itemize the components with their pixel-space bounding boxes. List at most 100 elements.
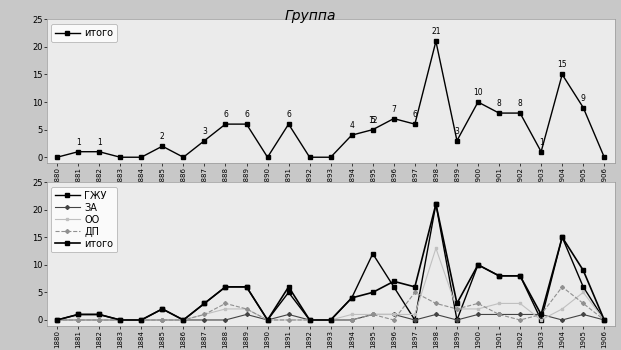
итого (558, 72, 566, 77)
ОО (432, 246, 440, 250)
ГЖУ (537, 318, 545, 322)
итого (243, 122, 250, 126)
ЗА (558, 318, 566, 322)
ЗА (411, 318, 419, 322)
итого (179, 318, 187, 322)
итого (579, 268, 587, 272)
ОО (179, 318, 187, 322)
итого (53, 155, 61, 159)
ДП (453, 307, 461, 311)
Text: 1: 1 (76, 138, 81, 147)
итого (496, 274, 503, 278)
ОО (158, 318, 166, 322)
ДП (537, 312, 545, 316)
итого (201, 301, 208, 306)
ЗА (516, 312, 524, 316)
ЗА (348, 318, 355, 322)
итого (453, 301, 461, 306)
ОО (137, 318, 145, 322)
ДП (474, 301, 482, 306)
ОО (96, 318, 103, 322)
итого (558, 235, 566, 239)
итого (75, 312, 82, 316)
итого (285, 122, 292, 126)
ДП (411, 290, 419, 294)
итого (158, 307, 166, 311)
ГЖУ (453, 318, 461, 322)
Line: ГЖУ: ГЖУ (55, 202, 606, 322)
ЗА (179, 318, 187, 322)
ГЖУ (137, 318, 145, 322)
ЗА (579, 312, 587, 316)
итого (496, 111, 503, 115)
ДП (432, 301, 440, 306)
итого (243, 285, 250, 289)
ГЖУ (243, 285, 250, 289)
ДП (285, 318, 292, 322)
итого (158, 144, 166, 148)
ГЖУ (285, 290, 292, 294)
ГЖУ (558, 235, 566, 239)
ЗА (537, 312, 545, 316)
ЗА (285, 312, 292, 316)
ГЖУ (601, 318, 608, 322)
итого (222, 122, 229, 126)
итого (75, 149, 82, 154)
ЗА (137, 318, 145, 322)
ЗА (222, 318, 229, 322)
итого (537, 149, 545, 154)
ОО (537, 318, 545, 322)
ОО (53, 318, 61, 322)
ДП (348, 318, 355, 322)
ЗА (496, 312, 503, 316)
ДП (222, 301, 229, 306)
Text: 9: 9 (581, 93, 586, 103)
ЗА (474, 312, 482, 316)
ОО (579, 290, 587, 294)
Text: 3: 3 (455, 127, 460, 136)
ГЖУ (264, 318, 271, 322)
Text: 4: 4 (349, 121, 354, 130)
итого (137, 318, 145, 322)
ОО (222, 307, 229, 311)
ОО (75, 318, 82, 322)
ГЖУ (411, 318, 419, 322)
ЗА (201, 318, 208, 322)
ГЖУ (158, 307, 166, 311)
итого (411, 285, 419, 289)
ГЖУ (369, 252, 376, 256)
итого (348, 133, 355, 137)
Text: 6: 6 (286, 110, 291, 119)
Text: 1: 1 (97, 138, 102, 147)
итого (348, 296, 355, 300)
ГЖУ (75, 312, 82, 316)
ЗА (117, 318, 124, 322)
ДП (558, 285, 566, 289)
ДП (179, 318, 187, 322)
Text: 15: 15 (558, 61, 567, 70)
ОО (348, 312, 355, 316)
ГЖУ (474, 263, 482, 267)
итого (285, 285, 292, 289)
ЗА (453, 318, 461, 322)
итого (201, 139, 208, 143)
ОО (390, 312, 397, 316)
ОО (558, 307, 566, 311)
Text: 10: 10 (473, 88, 483, 97)
ДП (516, 318, 524, 322)
ЗА (264, 318, 271, 322)
ДП (601, 318, 608, 322)
ГЖУ (306, 318, 314, 322)
ЗА (601, 318, 608, 322)
Text: 2: 2 (160, 132, 165, 141)
ОО (117, 318, 124, 322)
итого (579, 105, 587, 110)
ЗА (306, 318, 314, 322)
итого (432, 202, 440, 206)
итого (264, 318, 271, 322)
ДП (53, 318, 61, 322)
ОО (369, 312, 376, 316)
ЗА (369, 312, 376, 316)
ГЖУ (222, 285, 229, 289)
ЗА (432, 312, 440, 316)
